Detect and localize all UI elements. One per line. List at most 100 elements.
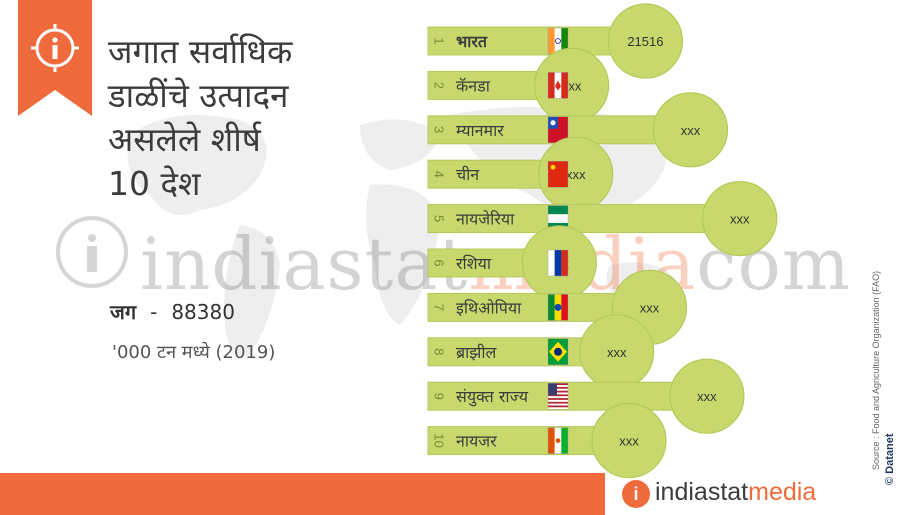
flag-part (548, 401, 568, 404)
flag-part (547, 249, 569, 277)
flag-part (548, 399, 568, 402)
rank-label: 7 (432, 304, 447, 311)
flag-part (548, 403, 568, 406)
flag-icon (547, 383, 569, 410)
rank-label: 6 (432, 259, 447, 266)
rank-label: 8 (432, 348, 447, 355)
unit-note: '000 टन मध्ये (2019) (112, 342, 276, 363)
flag-part (548, 398, 568, 400)
chart-row: xxx 9 संयुक्त राज्य (427, 358, 745, 434)
flag-part (548, 394, 568, 397)
page-title: जगात सर्वाधिक डाळींचे उत्पादन असलेले शीर… (108, 30, 408, 206)
data-label: xxx (730, 212, 750, 227)
flag-part (548, 407, 568, 410)
flag-part (548, 214, 568, 223)
flag-part (550, 164, 556, 170)
flag-part (554, 303, 562, 311)
flag-part (548, 383, 557, 396)
flag-part (548, 386, 568, 389)
flag-part (548, 205, 568, 215)
rank-label: 2 (432, 82, 447, 89)
flag-part (547, 338, 569, 365)
flag-part (548, 385, 568, 387)
flag-part (548, 390, 568, 393)
category-label: नायजर (456, 432, 497, 451)
chart-row: 21516 1 भारत (427, 3, 684, 79)
flag-icon (547, 72, 569, 99)
watermark-logo-icon (56, 216, 128, 288)
category-label: इथिओपिया (456, 298, 522, 317)
flag-part (548, 388, 568, 391)
rank-label: 1 (432, 37, 447, 44)
data-label: xxx (697, 389, 717, 404)
chart-row: xxx6रशिया (427, 225, 597, 301)
data-label: 21516 (627, 34, 663, 49)
flag-part (554, 347, 562, 356)
logo-mark-icon: i (622, 480, 650, 508)
bar (427, 204, 745, 234)
flag-icon (547, 160, 569, 188)
data-label: xxx (607, 345, 627, 360)
title-line: 10 देश (108, 164, 201, 203)
flag-icon (547, 427, 569, 454)
flag-part (550, 120, 556, 126)
flag-part (548, 405, 568, 408)
flag-part (547, 72, 569, 99)
world-value: 88380 (171, 300, 235, 324)
flag-part (561, 28, 568, 54)
category-label: कॅनडा (456, 76, 491, 95)
flag-part (547, 427, 569, 454)
flag-icon (547, 116, 569, 144)
flag-part (561, 250, 568, 276)
flag-part (555, 38, 561, 44)
flag-part (554, 28, 562, 54)
rank-label: 5 (432, 215, 447, 222)
flag-part (548, 427, 555, 454)
flag-part (554, 250, 562, 276)
bar (427, 381, 712, 411)
value-bubble (669, 358, 745, 434)
flag-part (561, 72, 568, 99)
flag-part (548, 28, 555, 54)
world-total: जग -88380 (110, 298, 235, 325)
value-bubble (702, 181, 778, 257)
rank-label: 4 (432, 171, 447, 178)
source-note: Source : Food and Agriculture Organizati… (871, 270, 881, 470)
flag-part (555, 438, 561, 443)
chart-row: xxx 4 चीन (427, 136, 614, 212)
flag-part (548, 294, 555, 321)
rank-label: 3 (432, 126, 447, 133)
category-label: रशिया (456, 254, 492, 273)
value-bubble (652, 92, 729, 168)
title-line: जगात सर्वाधिक (108, 32, 293, 71)
footer-bar (0, 473, 605, 515)
category-label: ब्राझील (456, 343, 498, 362)
flag-part (555, 80, 561, 91)
datanet-brand: © Datanet (884, 433, 896, 485)
rank-label: 10 (432, 433, 447, 447)
flag-icon (547, 249, 569, 277)
flag-part (548, 250, 555, 276)
chart-row: xxx 3 म्यानमार (427, 92, 729, 168)
title-line: डाळींचे उत्पादन (108, 76, 289, 115)
category-label: म्यानमार (456, 121, 504, 140)
flag-part (561, 427, 568, 454)
data-label: xxx (640, 300, 660, 315)
category-label: संयुक्त राज्य (456, 387, 529, 407)
flag-part (547, 383, 569, 410)
flag-part (547, 294, 569, 321)
world-label: जग (110, 300, 137, 324)
world-separator: - (150, 300, 158, 324)
category-label: चीन (456, 165, 480, 184)
flag-icon (547, 294, 569, 321)
flag-part (548, 161, 568, 188)
data-label: xxx (566, 167, 586, 182)
category-label: भारत (456, 32, 488, 51)
flag-part (548, 72, 555, 99)
brand-text: indiastatmedia (655, 478, 817, 506)
flag-part (561, 294, 568, 321)
data-label: xxx (619, 434, 639, 449)
info-badge (18, 0, 92, 116)
